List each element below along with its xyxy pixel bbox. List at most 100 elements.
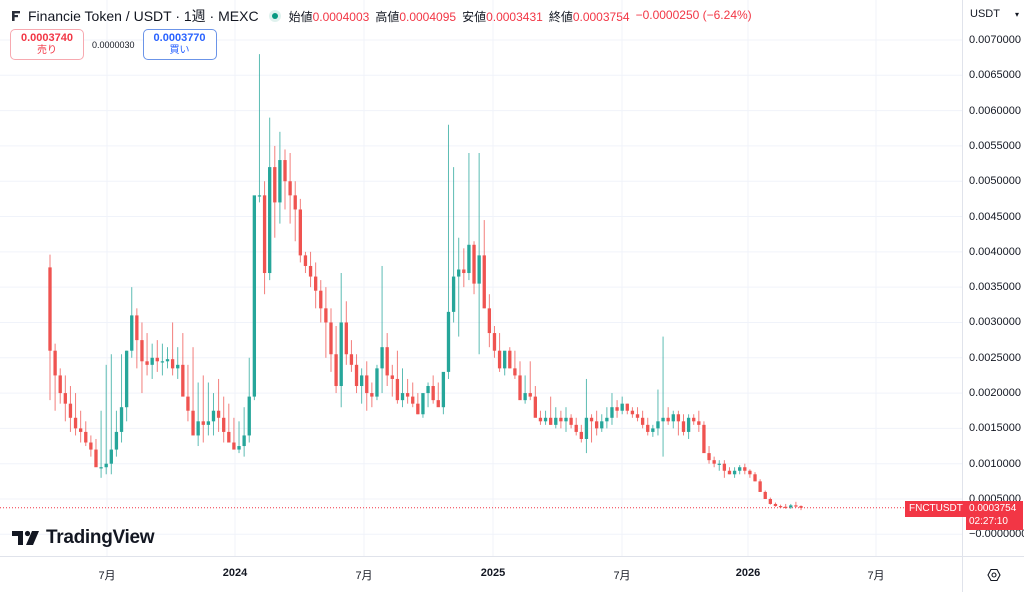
candle[interactable]	[365, 361, 369, 411]
candle[interactable]	[748, 469, 752, 478]
candle[interactable]	[380, 265, 384, 394]
candle[interactable]	[400, 368, 405, 408]
tradingview-logo[interactable]: TradingView	[12, 527, 155, 549]
candle[interactable]	[313, 262, 318, 309]
candle[interactable]	[462, 248, 466, 288]
candle[interactable]	[477, 152, 481, 355]
candle[interactable]	[145, 333, 149, 376]
candle[interactable]	[518, 361, 522, 401]
candle[interactable]	[451, 167, 456, 323]
candle[interactable]	[104, 364, 108, 475]
candle[interactable]	[135, 308, 139, 369]
candle[interactable]	[543, 410, 548, 425]
buy-button[interactable]: 0.0003770 買い	[142, 29, 217, 60]
candle[interactable]	[487, 294, 492, 348]
candle[interactable]	[610, 393, 614, 425]
candle[interactable]	[339, 273, 343, 408]
candle[interactable]	[191, 347, 195, 436]
candle[interactable]	[283, 149, 287, 210]
candle[interactable]	[293, 181, 297, 242]
candle[interactable]	[99, 410, 103, 478]
candle[interactable]	[411, 382, 415, 408]
candle[interactable]	[150, 343, 154, 379]
candle[interactable]	[646, 417, 650, 436]
candle[interactable]	[216, 378, 221, 432]
symbol-title[interactable]: Financie Token / USDT · 1週 · MEXC	[28, 8, 259, 24]
candle[interactable]	[656, 389, 660, 436]
candle[interactable]	[308, 251, 313, 288]
candle[interactable]	[206, 382, 211, 436]
candle[interactable]	[722, 460, 727, 478]
sell-button[interactable]: 0.0003740 売り	[10, 29, 84, 60]
candle[interactable]	[712, 456, 716, 468]
candle[interactable]	[405, 378, 410, 404]
candle[interactable]	[692, 414, 696, 425]
candle[interactable]	[268, 117, 272, 281]
candle[interactable]	[48, 254, 52, 401]
candle[interactable]	[319, 280, 323, 323]
candle[interactable]	[211, 393, 216, 436]
candle[interactable]	[732, 467, 737, 478]
candle[interactable]	[53, 343, 57, 411]
candle[interactable]	[569, 414, 573, 429]
candle[interactable]	[385, 333, 389, 387]
candle[interactable]	[538, 410, 543, 425]
candle[interactable]	[298, 198, 302, 263]
candle[interactable]	[273, 145, 277, 238]
candle[interactable]	[533, 386, 538, 418]
candle[interactable]	[686, 414, 691, 439]
candle[interactable]	[196, 382, 200, 447]
candle[interactable]	[84, 421, 88, 447]
candle[interactable]	[579, 424, 583, 443]
currency-selector[interactable]: USDT ▾	[966, 4, 1023, 24]
candle[interactable]	[681, 414, 686, 436]
candle[interactable]	[574, 417, 578, 436]
candle[interactable]	[651, 424, 655, 437]
candle[interactable]	[242, 407, 246, 457]
candle[interactable]	[344, 301, 348, 365]
candle[interactable]	[181, 333, 185, 397]
candle[interactable]	[124, 350, 129, 422]
candle[interactable]	[717, 460, 721, 471]
candle[interactable]	[600, 414, 604, 432]
candle[interactable]	[589, 414, 594, 443]
candle[interactable]	[232, 417, 236, 450]
candle[interactable]	[78, 410, 83, 443]
candle[interactable]	[390, 364, 394, 397]
candle[interactable]	[549, 396, 553, 425]
candle[interactable]	[395, 350, 400, 404]
candle[interactable]	[303, 251, 308, 274]
candle[interactable]	[416, 393, 420, 415]
candle[interactable]	[446, 124, 451, 379]
candle[interactable]	[354, 354, 359, 394]
candle[interactable]	[257, 54, 262, 203]
candle[interactable]	[661, 336, 665, 457]
candle[interactable]	[186, 364, 190, 422]
candle[interactable]	[140, 322, 144, 394]
candle[interactable]	[738, 465, 742, 475]
candle[interactable]	[482, 220, 486, 309]
candle[interactable]	[523, 375, 527, 404]
candle[interactable]	[247, 357, 251, 443]
candle[interactable]	[227, 403, 231, 443]
candle[interactable]	[778, 504, 783, 509]
candle[interactable]	[758, 479, 762, 492]
candlestick-chart[interactable]	[0, 0, 962, 556]
candle[interactable]	[773, 502, 778, 507]
candle[interactable]	[559, 410, 563, 429]
chart-pane[interactable]	[0, 0, 962, 556]
candle[interactable]	[334, 325, 338, 394]
candle[interactable]	[421, 393, 425, 418]
candle[interactable]	[262, 181, 267, 295]
candle[interactable]	[508, 347, 512, 369]
candle[interactable]	[349, 340, 354, 372]
candle[interactable]	[73, 393, 78, 436]
candle[interactable]	[114, 410, 119, 457]
candle[interactable]	[329, 308, 333, 372]
candle[interactable]	[170, 322, 175, 376]
candle[interactable]	[768, 497, 773, 505]
candle[interactable]	[676, 410, 681, 436]
candle[interactable]	[635, 407, 640, 422]
candle[interactable]	[176, 347, 180, 379]
candle[interactable]	[630, 407, 635, 418]
